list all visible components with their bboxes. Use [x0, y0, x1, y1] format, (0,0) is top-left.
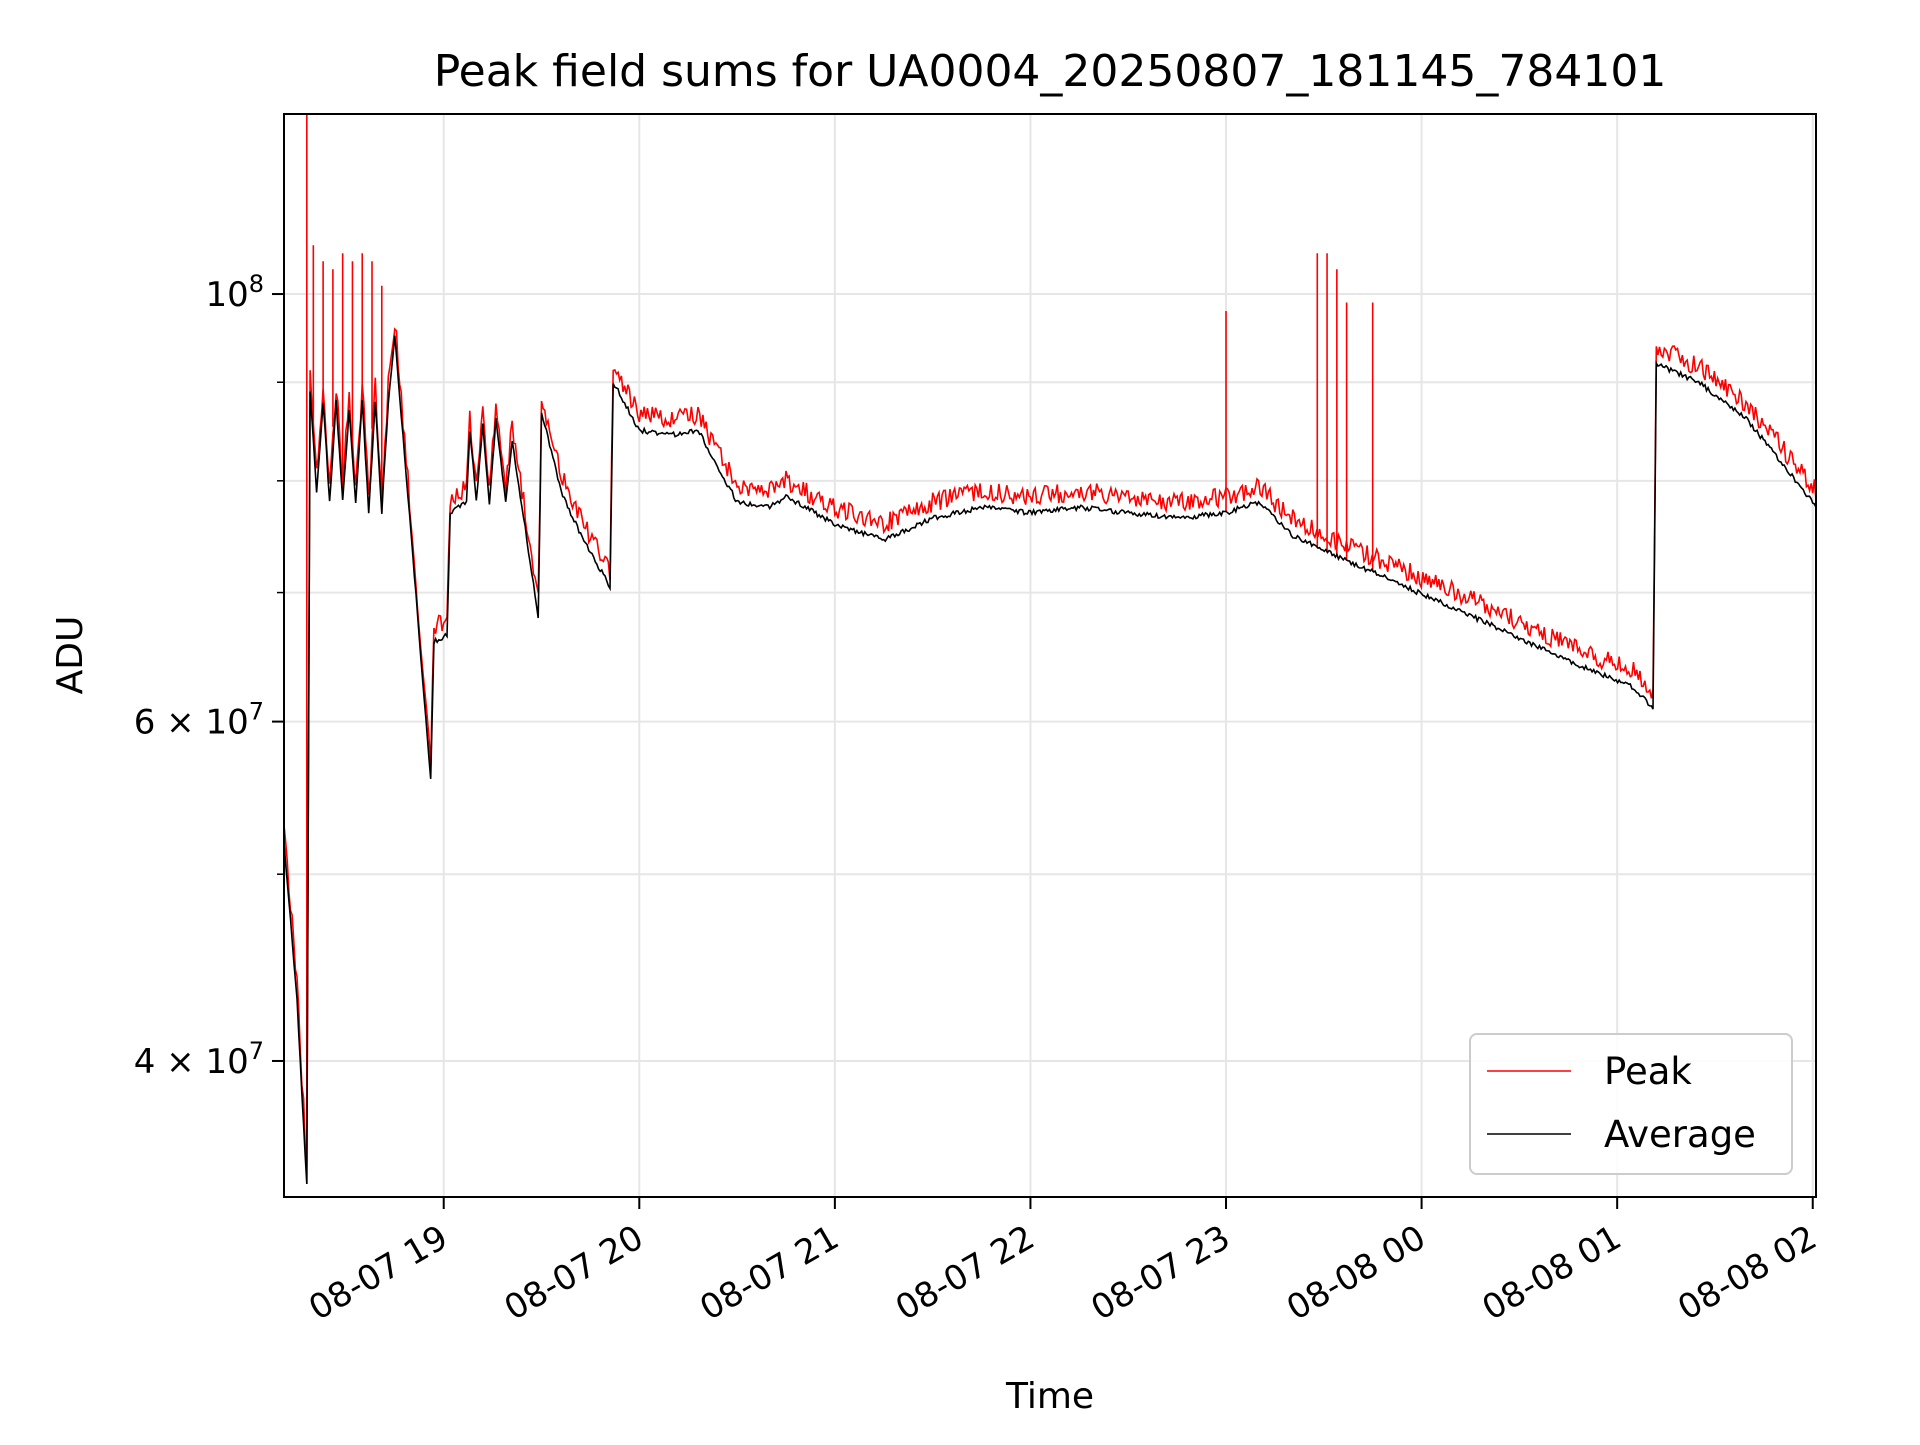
y-tick-label: 108 [205, 270, 264, 315]
legend: Peak Average [1469, 1033, 1793, 1175]
plot-frame [283, 113, 1817, 1198]
y-axis: 108 6 × 107 4 × 107 [134, 270, 284, 1082]
legend-label-average: Average [1604, 1113, 1756, 1156]
grid-lines [284, 114, 1816, 1197]
legend-label-peak: Peak [1604, 1050, 1692, 1093]
legend-box [1469, 1033, 1793, 1175]
x-axis-label: Time [1005, 1376, 1094, 1417]
y-tick-label: 4 × 107 [134, 1037, 264, 1082]
y-tick-label: 6 × 107 [134, 698, 264, 743]
chart-title: Peak field sums for UA0004_20250807_1811… [434, 46, 1667, 97]
plot-lines [284, 114, 1816, 1185]
y-axis-label: ADU [50, 616, 91, 695]
series-line-average [284, 335, 1816, 1185]
series-line-peak [284, 327, 1816, 1166]
